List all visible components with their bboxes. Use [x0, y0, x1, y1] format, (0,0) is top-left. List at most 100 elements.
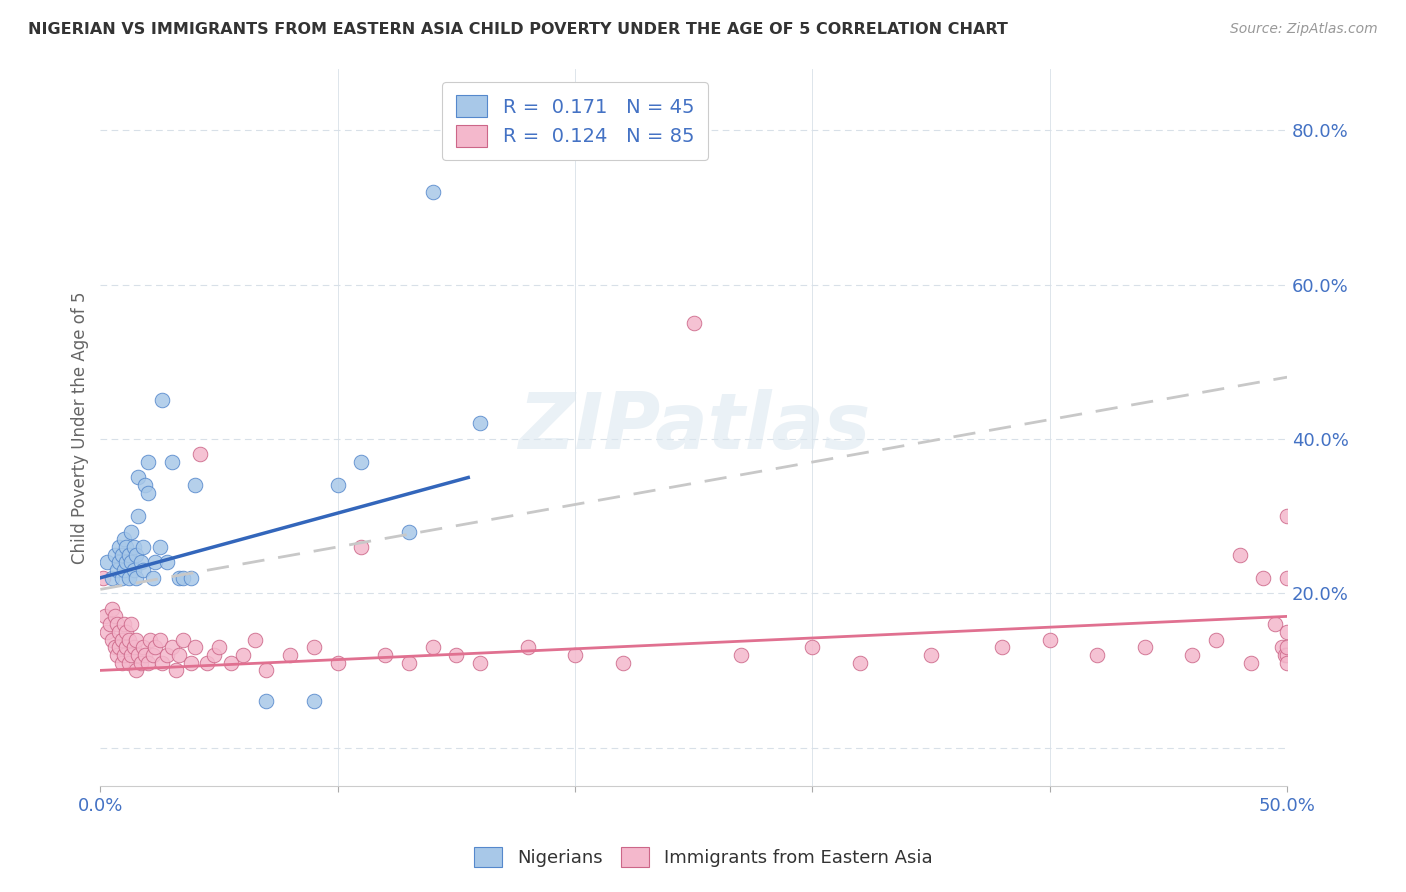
Point: [108, 624, 131, 639]
Point: [122, 640, 145, 655]
Point: [105, 563, 128, 577]
Point: [120, 617, 142, 632]
Point: [516, 640, 538, 655]
Point: [142, 648, 165, 662]
Point: [104, 609, 127, 624]
Text: NIGERIAN VS IMMIGRANTS FROM EASTERN ASIA CHILD POVERTY UNDER THE AGE OF 5 CORREL: NIGERIAN VS IMMIGRANTS FROM EASTERN ASIA…: [28, 22, 1008, 37]
Point: [91, 571, 114, 585]
Point: [150, 656, 173, 670]
Point: [167, 571, 190, 585]
Point: [256, 694, 278, 708]
Point: [302, 640, 325, 655]
Point: [105, 648, 128, 662]
Point: [422, 185, 444, 199]
Point: [96, 555, 118, 569]
Point: [111, 632, 134, 647]
Point: [1274, 648, 1296, 662]
Point: [1229, 548, 1251, 562]
Point: [156, 648, 179, 662]
Point: [111, 656, 134, 670]
Point: [1253, 571, 1275, 585]
Point: [849, 656, 872, 670]
Point: [104, 548, 127, 562]
Point: [115, 555, 138, 569]
Point: [1133, 640, 1156, 655]
Point: [134, 648, 156, 662]
Point: [219, 656, 242, 670]
Point: [188, 447, 211, 461]
Point: [160, 640, 183, 655]
Point: [1205, 632, 1227, 647]
Point: [134, 478, 156, 492]
Point: [120, 648, 142, 662]
Point: [104, 640, 127, 655]
Point: [125, 632, 148, 647]
Point: [143, 555, 166, 569]
Point: [172, 632, 194, 647]
Point: [125, 548, 148, 562]
Point: [1039, 632, 1062, 647]
Point: [112, 648, 135, 662]
Point: [142, 571, 165, 585]
Point: [118, 571, 141, 585]
Point: [118, 656, 141, 670]
Point: [1240, 656, 1263, 670]
Point: [1275, 509, 1298, 524]
Point: [101, 632, 124, 647]
Point: [160, 455, 183, 469]
Point: [125, 571, 148, 585]
Point: [122, 563, 145, 577]
Point: [132, 563, 155, 577]
Y-axis label: Child Poverty Under the Age of 5: Child Poverty Under the Age of 5: [72, 291, 89, 564]
Point: [150, 393, 173, 408]
Point: [1275, 648, 1298, 662]
Point: [468, 656, 491, 670]
Point: [115, 540, 138, 554]
Point: [184, 640, 207, 655]
Point: [120, 524, 142, 539]
Point: [111, 548, 134, 562]
Point: [991, 640, 1014, 655]
Point: [129, 656, 152, 670]
Point: [149, 540, 172, 554]
Point: [112, 563, 135, 577]
Point: [118, 548, 141, 562]
Point: [115, 624, 138, 639]
Point: [350, 455, 373, 469]
Point: [801, 640, 824, 655]
Point: [730, 648, 752, 662]
Point: [136, 455, 159, 469]
Point: [468, 417, 491, 431]
Legend: R =  0.171   N = 45, R =  0.124   N = 85: R = 0.171 N = 45, R = 0.124 N = 85: [443, 82, 707, 161]
Point: [243, 632, 266, 647]
Point: [302, 694, 325, 708]
Point: [118, 632, 141, 647]
Point: [165, 664, 187, 678]
Point: [920, 648, 942, 662]
Point: [108, 540, 131, 554]
Point: [122, 540, 145, 554]
Point: [682, 316, 704, 330]
Point: [101, 571, 124, 585]
Point: [127, 470, 149, 484]
Point: [129, 555, 152, 569]
Point: [1275, 571, 1298, 585]
Point: [446, 648, 468, 662]
Point: [208, 640, 231, 655]
Point: [1085, 648, 1108, 662]
Point: [195, 656, 218, 670]
Point: [108, 640, 131, 655]
Legend: Nigerians, Immigrants from Eastern Asia: Nigerians, Immigrants from Eastern Asia: [467, 839, 939, 874]
Point: [156, 555, 179, 569]
Text: Source: ZipAtlas.com: Source: ZipAtlas.com: [1230, 22, 1378, 37]
Point: [1264, 617, 1286, 632]
Point: [232, 648, 254, 662]
Point: [564, 648, 586, 662]
Point: [149, 632, 172, 647]
Point: [136, 486, 159, 500]
Point: [1181, 648, 1204, 662]
Point: [326, 478, 349, 492]
Point: [398, 656, 420, 670]
Point: [172, 571, 194, 585]
Point: [115, 640, 138, 655]
